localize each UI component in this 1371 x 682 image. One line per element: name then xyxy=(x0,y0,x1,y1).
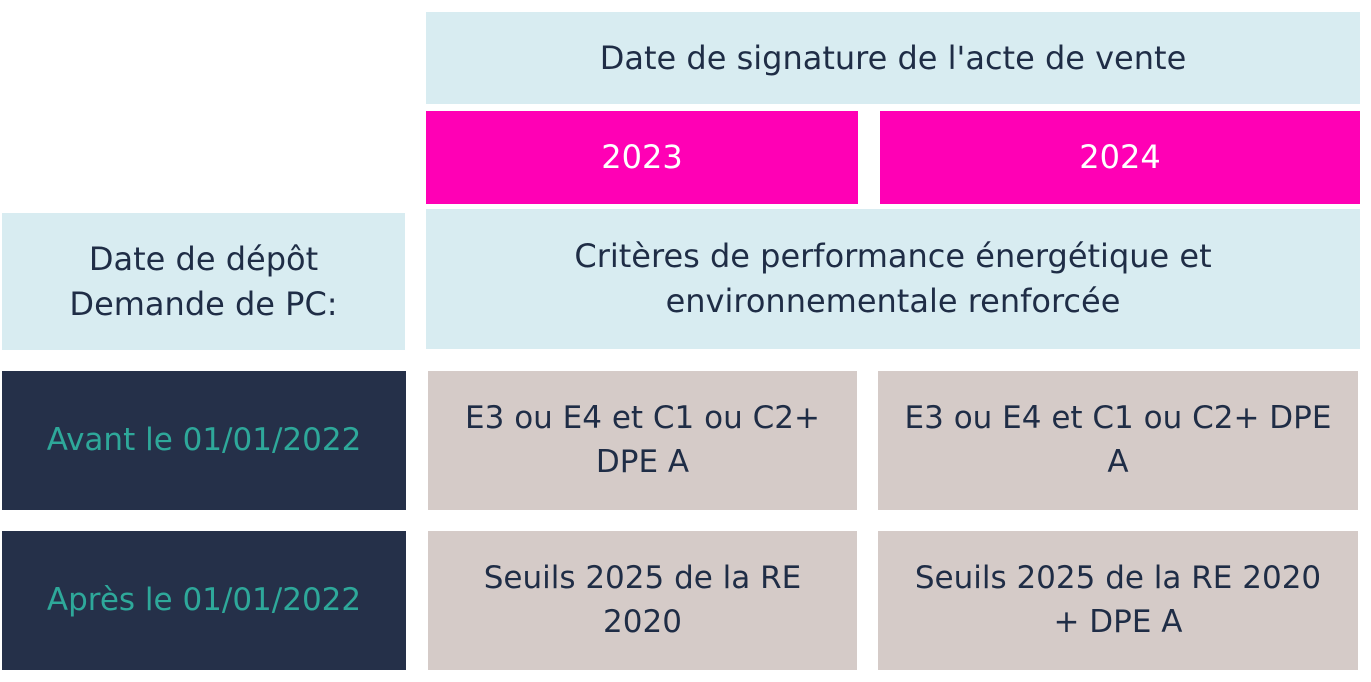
cell-after-2022-2024: Seuils 2025 de la RE 2020 + DPE A xyxy=(878,531,1358,670)
year-2024-header: 2024 xyxy=(880,111,1360,204)
cell-line1: E3 ou E4 et C1 ou C2+ xyxy=(465,400,820,437)
year-2023-label: 2023 xyxy=(601,138,683,177)
cell-line1: Seuils 2025 de la RE 2020 xyxy=(914,560,1322,597)
row-label-after-2022: Après le 01/01/2022 xyxy=(2,531,406,670)
cell-line2: DPE A xyxy=(595,443,690,480)
year-2023-header: 2023 xyxy=(426,111,858,204)
cell-before-2022-2024: E3 ou E4 et C1 ou C2+ DPE A xyxy=(878,371,1358,510)
cell-after-2022-2023: Seuils 2025 de la RE 2020 xyxy=(428,531,857,670)
cell-before-2022-2023-text: E3 ou E4 et C1 ou C2+ DPE A xyxy=(465,397,820,484)
criteria-header: Critères de performance énergétique et e… xyxy=(426,209,1360,349)
criteria-line2: environnementale renforcée xyxy=(665,282,1121,320)
cell-after-2022-2024-text: Seuils 2025 de la RE 2020 + DPE A xyxy=(915,557,1321,644)
cell-line1: E3 ou E4 et C1 ou C2+ DPE xyxy=(904,400,1332,437)
signature-date-header-text: Date de signature de l'acte de vente xyxy=(599,38,1187,77)
year-2024-label: 2024 xyxy=(1079,138,1161,177)
cell-line1: Seuils 2025 de la RE 2020 xyxy=(483,560,802,640)
row-label-before-2022: Avant le 01/01/2022 xyxy=(2,371,406,510)
filing-date-line2: Demande de PC: xyxy=(69,284,338,323)
signature-date-header: Date de signature de l'acte de vente xyxy=(426,12,1360,104)
cell-line2: A xyxy=(1107,443,1129,480)
cell-before-2022-2023: E3 ou E4 et C1 ou C2+ DPE A xyxy=(428,371,857,510)
cell-after-2022-2023-text: Seuils 2025 de la RE 2020 xyxy=(444,557,841,644)
filing-date-line1: Date de dépôt xyxy=(88,239,319,278)
filing-date-header: Date de dépôt Demande de PC: xyxy=(2,213,405,350)
cell-line2: + DPE A xyxy=(1053,603,1183,640)
cell-before-2022-2024-text: E3 ou E4 et C1 ou C2+ DPE A xyxy=(905,397,1332,484)
row-label-before-2022-text: Avant le 01/01/2022 xyxy=(46,421,362,458)
row-label-after-2022-text: Après le 01/01/2022 xyxy=(46,581,362,618)
filing-date-header-text: Date de dépôt Demande de PC: xyxy=(69,237,337,327)
criteria-header-text: Critères de performance énergétique et e… xyxy=(574,234,1211,324)
criteria-line1: Critères de performance énergétique et xyxy=(574,237,1212,276)
